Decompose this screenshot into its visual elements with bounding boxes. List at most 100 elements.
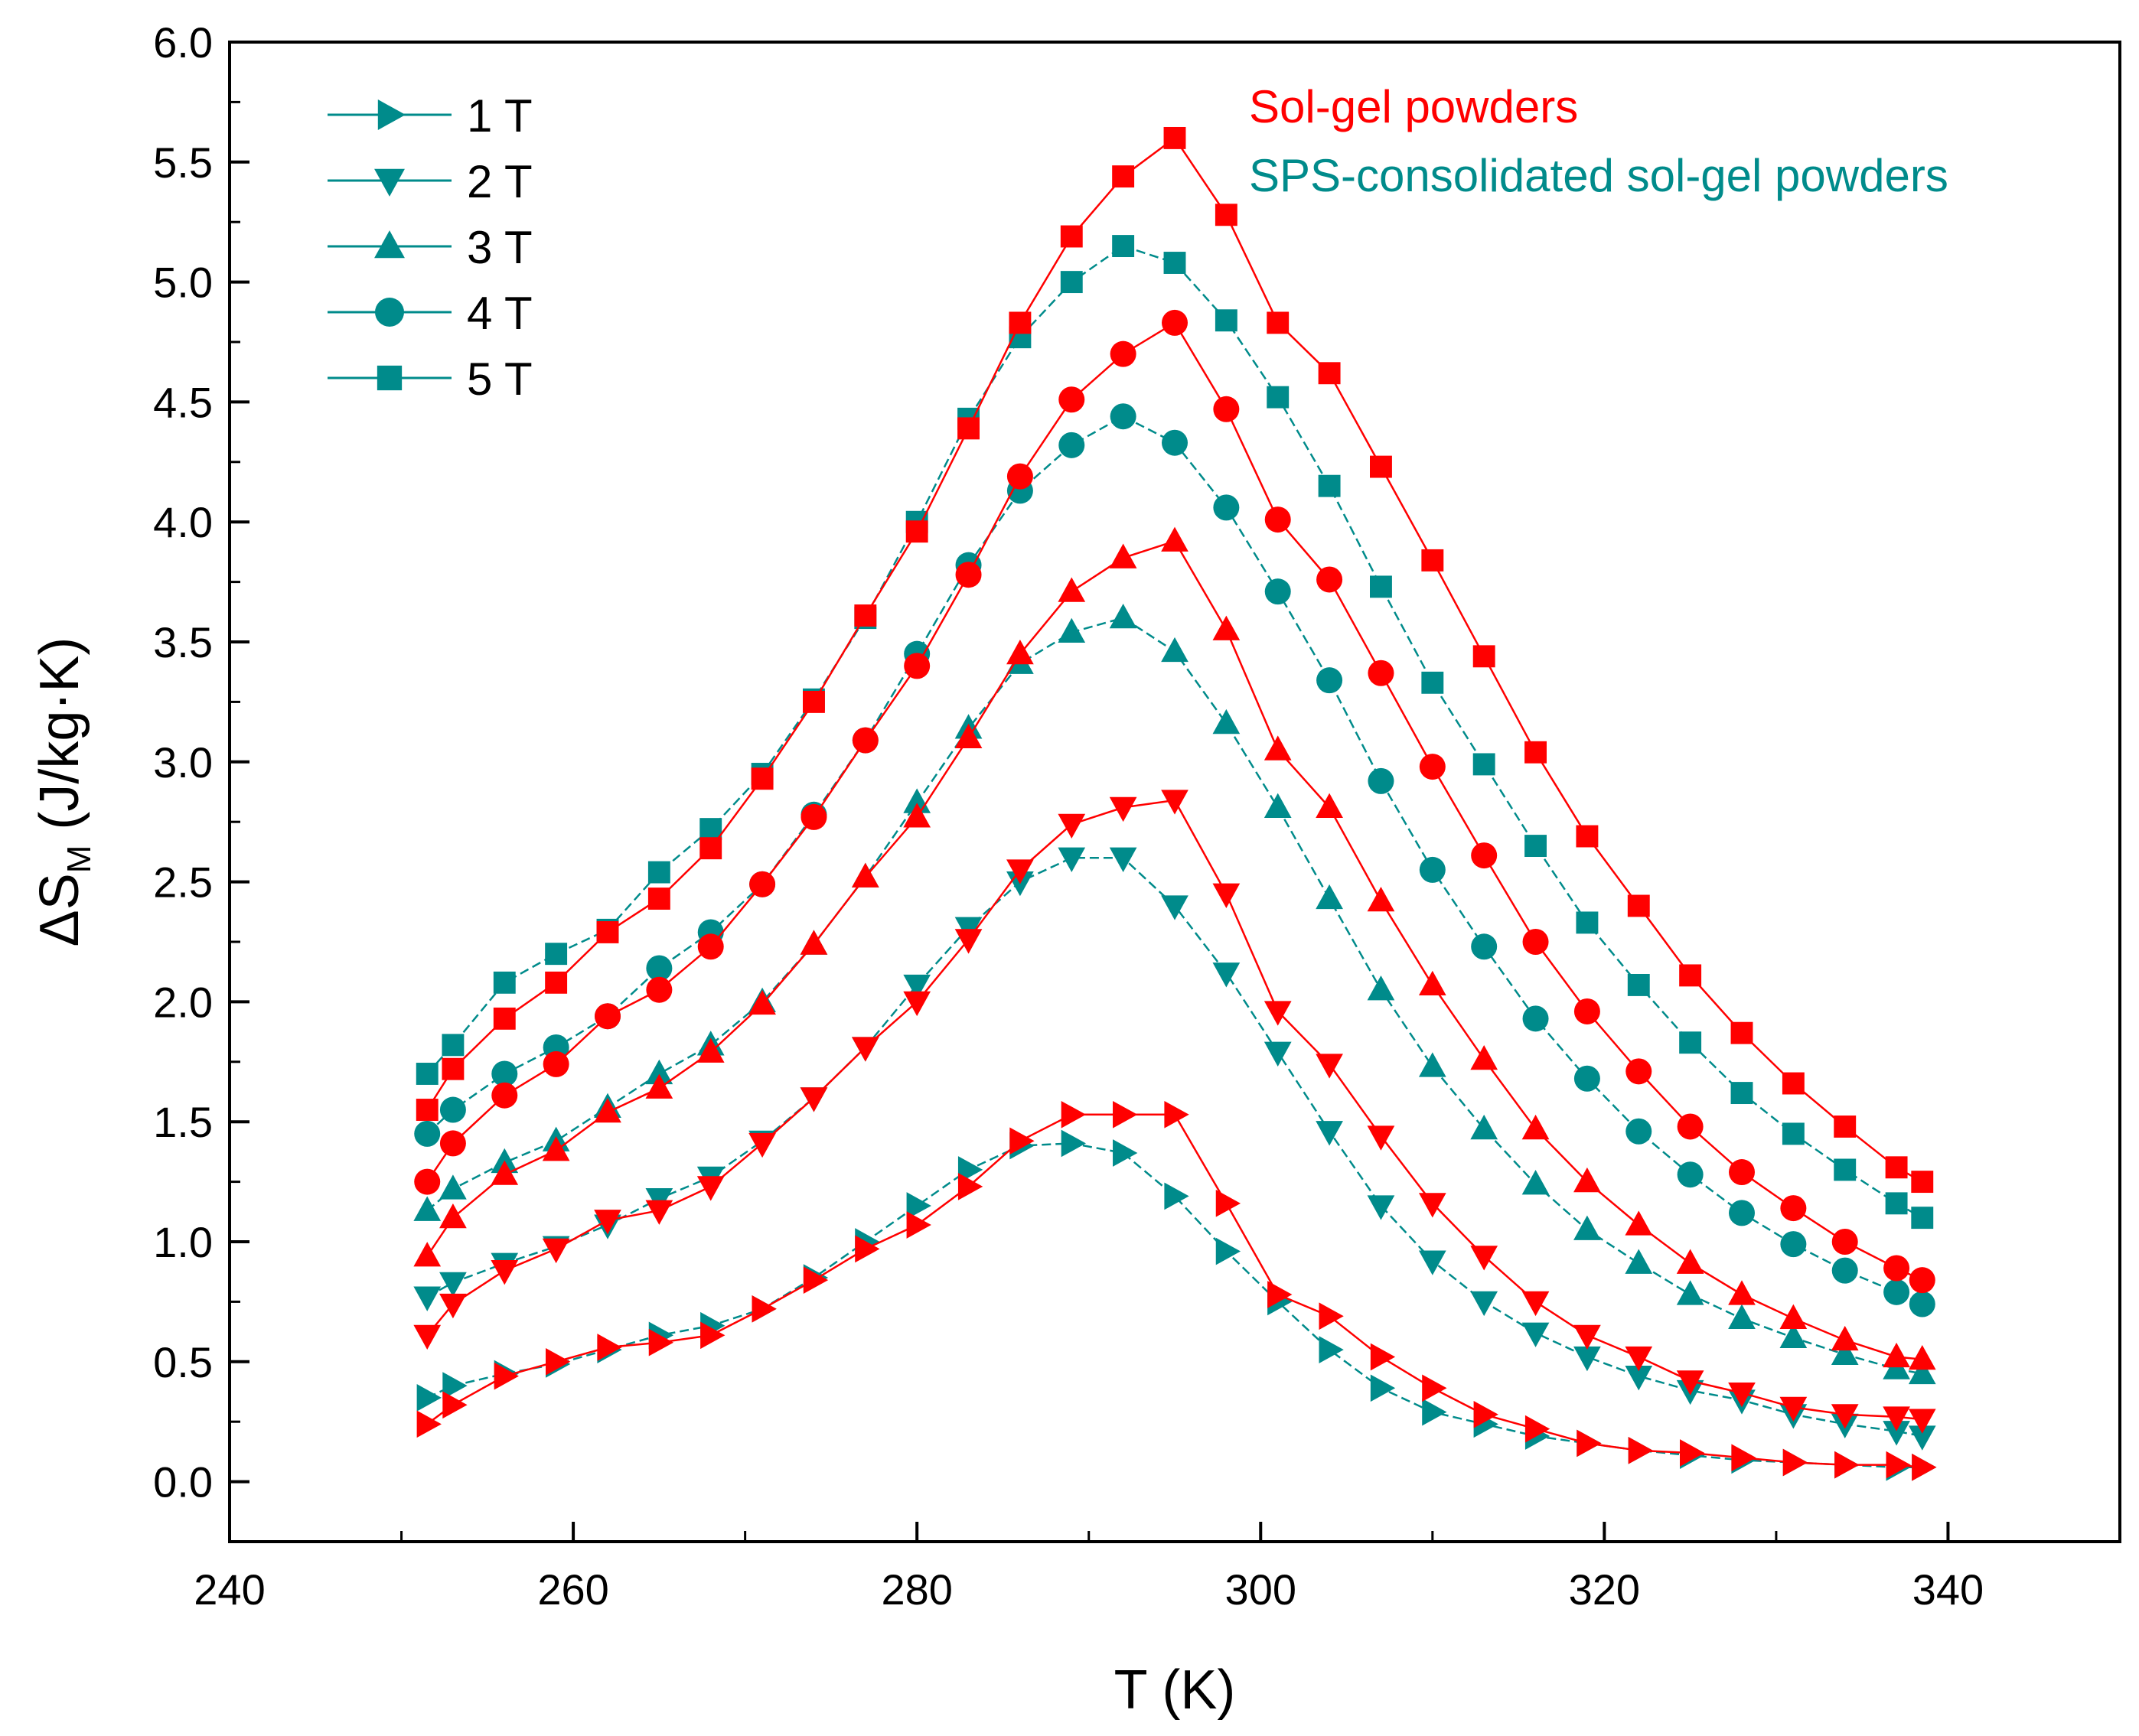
data-point-sol-gel-1-t [416, 1410, 442, 1438]
annotation-sps: SPS-consolidated sol-gel powders [1249, 150, 1948, 201]
data-point-sps-5-t [1060, 271, 1083, 294]
data-point-sol-gel-4-t [1006, 463, 1033, 490]
data-point-sol-gel-5-t [751, 767, 774, 790]
data-point-sol-gel-4-t [646, 976, 673, 1003]
data-point-sol-gel-1-t [1886, 1451, 1911, 1479]
y-tick-label: 4.0 [153, 498, 213, 546]
series-sol-gel-1-t [416, 1100, 1937, 1481]
data-point-sol-gel-5-t [854, 604, 877, 627]
data-point-sps-3-t [1161, 637, 1189, 663]
data-point-sol-gel-4-t [800, 803, 827, 830]
data-point-sps-2-t [413, 1286, 442, 1311]
data-point-sps-3-t [1831, 1340, 1859, 1365]
legend-item: 1 T [328, 90, 533, 142]
data-point-sps-4-t [1883, 1278, 1910, 1305]
x-tick-label: 260 [537, 1565, 608, 1614]
data-point-sol-gel-4-t [904, 653, 931, 679]
legend-label: 2 T [467, 156, 533, 207]
data-point-sol-gel-5-t [803, 690, 825, 713]
data-point-sol-gel-5-t [1112, 165, 1135, 188]
y-axis-label: ΔSM (J/kg·K) [29, 637, 98, 947]
data-point-sol-gel-1-t [1215, 1189, 1241, 1217]
legend: 1 T 2 T 3 T 4 T 5 T [328, 90, 533, 405]
data-point-sol-gel-5-t [1679, 964, 1702, 987]
data-point-sol-gel-3-t [1728, 1280, 1756, 1305]
data-point-sol-gel-5-t [1834, 1116, 1857, 1138]
data-point-sps-4-t [1110, 403, 1136, 430]
data-point-sol-gel-3-t [1006, 639, 1034, 665]
data-point-sol-gel-5-t [1318, 362, 1341, 385]
data-point-sps-2-t [1908, 1425, 1936, 1451]
data-point-sol-gel-2-t [1212, 883, 1241, 908]
data-point-sps-2-t [1058, 847, 1086, 872]
data-point-sps-5-t [545, 943, 568, 966]
data-point-sol-gel-2-t [1109, 796, 1137, 822]
y-tick-label: 6.0 [153, 18, 213, 67]
y-tick-label: 3.0 [153, 738, 213, 787]
data-point-sps-1-t [1319, 1336, 1344, 1363]
data-point-sol-gel-4-t [1368, 660, 1394, 686]
data-point-sol-gel-5-t [1885, 1156, 1908, 1179]
data-point-sol-gel-2-t [1908, 1409, 1936, 1434]
data-point-sps-1-t [1215, 1237, 1241, 1265]
data-point-sps-3-t [645, 1059, 673, 1085]
data-point-sps-4-t [1058, 432, 1085, 458]
x-tick-label: 280 [881, 1565, 952, 1614]
data-point-sol-gel-1-t [1680, 1439, 1705, 1467]
data-point-sol-gel-5-t [647, 888, 670, 910]
y-tick-label: 3.5 [153, 618, 213, 666]
data-point-sol-gel-1-t [1061, 1100, 1086, 1129]
data-point-sps-4-t [1677, 1161, 1704, 1188]
data-point-sol-gel-4-t [543, 1050, 569, 1077]
y-axis-label-subscript: M [60, 845, 98, 874]
data-point-sol-gel-3-t [748, 989, 776, 1015]
y-tick-label: 2.0 [153, 978, 213, 1026]
data-point-sol-gel-3-t [542, 1136, 570, 1161]
data-point-sps-5-t [1215, 309, 1237, 332]
legend-marker-square [377, 365, 403, 391]
data-point-sol-gel-4-t [955, 562, 982, 588]
data-point-sol-gel-1-t [1370, 1343, 1396, 1371]
data-point-sol-gel-2-t [1264, 1001, 1292, 1026]
data-point-sps-2-t [439, 1272, 467, 1298]
data-point-sol-gel-2-t [1676, 1370, 1704, 1396]
data-point-sps-1-t [906, 1192, 931, 1220]
data-point-sps-5-t [1524, 835, 1547, 858]
data-point-sps-1-t [1061, 1129, 1086, 1158]
data-point-sol-gel-5-t [905, 520, 928, 543]
data-point-sps-3-t [1367, 975, 1395, 1001]
data-point-sps-5-t [1318, 474, 1341, 497]
data-point-sps-5-t [1267, 386, 1290, 409]
data-point-sol-gel-3-t [1470, 1044, 1498, 1070]
data-point-sol-gel-3-t [1883, 1342, 1910, 1368]
data-point-sol-gel-5-t [416, 1099, 439, 1121]
data-point-sol-gel-2-t [1058, 813, 1086, 839]
data-point-sol-gel-2-t [542, 1238, 570, 1264]
data-point-sps-5-t [1421, 671, 1444, 694]
data-point-sol-gel-2-t [1728, 1382, 1756, 1408]
x-tick-label: 340 [1912, 1565, 1984, 1614]
data-point-sol-gel-1-t [1782, 1448, 1808, 1477]
data-point-sol-gel-3-t [696, 1037, 725, 1063]
data-point-sol-gel-1-t [1164, 1100, 1189, 1129]
data-point-sps-3-t [1212, 708, 1241, 734]
data-point-sps-2-t [1212, 962, 1241, 988]
data-point-sol-gel-2-t [800, 1087, 828, 1112]
data-point-sol-gel-2-t [696, 1176, 725, 1201]
series-sol-gel-4-t [414, 309, 1935, 1294]
data-point-sol-gel-5-t [1911, 1171, 1934, 1194]
data-point-sol-gel-4-t [1264, 506, 1291, 533]
data-point-sol-gel-1-t [1009, 1127, 1035, 1155]
data-point-sps-5-t [1730, 1082, 1753, 1105]
data-point-sps-1-t [1164, 1182, 1189, 1210]
data-point-sps-2-t [1316, 1121, 1343, 1146]
data-point-sps-2-t [1573, 1346, 1601, 1372]
y-tick-label: 0.5 [153, 1338, 213, 1386]
data-point-sps-3-t [1676, 1280, 1704, 1305]
data-point-sol-gel-5-t [957, 417, 980, 440]
data-point-sol-gel-3-t [1831, 1325, 1859, 1351]
data-point-sol-gel-1-t [597, 1334, 622, 1361]
data-point-sps-5-t [1370, 575, 1392, 598]
data-point-sol-gel-4-t [697, 933, 724, 960]
